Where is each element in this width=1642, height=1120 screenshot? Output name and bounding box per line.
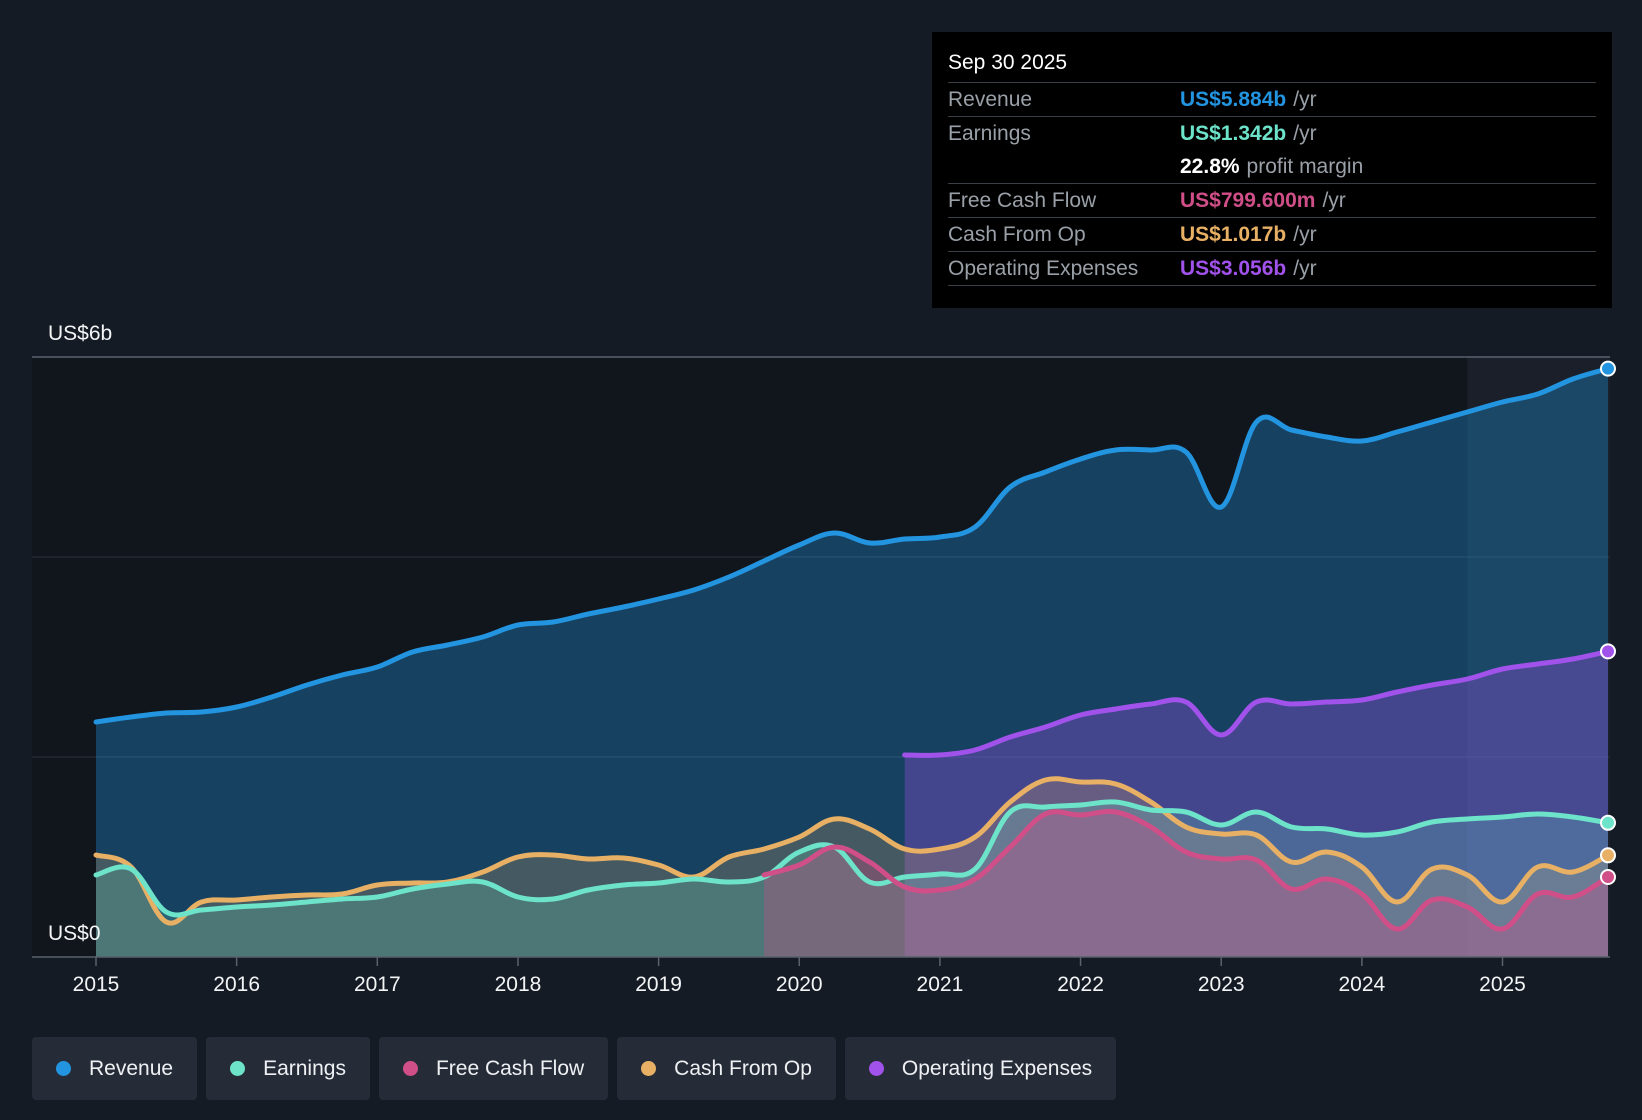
tooltip-row-profit-margin: 22.8% profit margin — [948, 150, 1596, 183]
operating-expenses-line — [902, 648, 1611, 758]
tooltip-unit: /yr — [1293, 87, 1317, 111]
operating-expenses-endpoint — [1600, 643, 1616, 660]
free-cash-flow-dot-icon — [402, 1061, 418, 1076]
tooltip-unit: /yr — [1322, 188, 1346, 212]
tooltip-panel: Sep 30 2025 Revenue US$5.884b /yr Earnin… — [932, 32, 1612, 308]
tooltip-row-operating-expenses: Operating Expenses US$3.056b /yr — [948, 251, 1596, 286]
x-tick-label: 2019 — [635, 973, 682, 996]
tooltip-value: 22.8% — [1180, 154, 1240, 178]
legend-item-cash-from-op[interactable]: Cash From Op — [617, 1037, 836, 1100]
x-tick-label: 2024 — [1339, 973, 1386, 996]
x-tick-label: 2015 — [73, 973, 120, 996]
y-axis-bottom-label: US$0 — [48, 922, 101, 945]
earnings-area — [96, 801, 1608, 957]
tooltip-row-free-cash-flow: Free Cash Flow US$799.600m /yr — [948, 183, 1596, 217]
tooltip-value: US$5.884b — [1180, 87, 1287, 111]
earnings-dot-icon — [230, 1061, 246, 1076]
earnings-line — [93, 799, 1611, 918]
tooltip-label: Operating Expenses — [948, 256, 1139, 280]
tooltip-value: US$799.600m — [1180, 188, 1316, 212]
legend-item-operating-expenses[interactable]: Operating Expenses — [844, 1037, 1117, 1100]
legend-item-free-cash-flow[interactable]: Free Cash Flow — [378, 1037, 609, 1100]
free-cash-flow-line — [761, 808, 1611, 932]
earnings-endpoint — [1600, 814, 1616, 831]
free-cash-flow-endpoint — [1600, 869, 1616, 885]
legend-label: Cash From Op — [674, 1056, 812, 1080]
tooltip-row-cash-from-op: Cash From Op US$1.017b /yr — [948, 217, 1596, 251]
legend-item-revenue[interactable]: Revenue — [32, 1037, 198, 1100]
x-tick-label: 2021 — [917, 973, 964, 996]
tooltip-date: Sep 30 2025 — [948, 51, 1068, 74]
tooltip-value: US$1.342b — [1180, 121, 1287, 145]
legend-label: Free Cash Flow — [435, 1056, 585, 1080]
x-tick-label: 2020 — [776, 973, 823, 996]
x-tick-label: 2017 — [354, 973, 401, 996]
x-tick-label: 2023 — [1198, 973, 1245, 996]
tooltip-row-revenue: Revenue US$5.884b /yr — [948, 82, 1596, 116]
tooltip-label: Earnings — [948, 121, 1031, 145]
tooltip-unit: /yr — [1293, 222, 1317, 246]
tooltip-row-earnings: Earnings US$1.342b /yr — [948, 116, 1596, 150]
revenue-endpoint — [1600, 360, 1616, 377]
legend-label: Earnings — [263, 1056, 346, 1080]
revenue-line — [93, 366, 1611, 725]
free-cash-flow-area — [764, 811, 1608, 957]
cash-from-op-endpoint — [1600, 847, 1616, 864]
tooltip-label: Cash From Op — [948, 222, 1086, 246]
operating-expenses-dot-icon — [868, 1061, 884, 1076]
x-tick-label: 2018 — [495, 973, 542, 996]
operating-expenses-area — [904, 651, 1608, 957]
legend-item-earnings[interactable]: Earnings — [206, 1037, 370, 1100]
tooltip-unit: /yr — [1293, 256, 1317, 280]
cash-from-op-dot-icon — [641, 1061, 657, 1076]
x-tick-label: 2025 — [1479, 973, 1526, 996]
legend-label: Operating Expenses — [901, 1056, 1093, 1080]
legend-label: Revenue — [89, 1056, 174, 1080]
tooltip-label: Revenue — [948, 87, 1033, 111]
cash-from-op-line — [93, 776, 1611, 926]
tooltip-value: US$3.056b — [1180, 256, 1287, 280]
legend: Revenue Earnings Free Cash Flow Cash Fro… — [32, 1037, 1117, 1100]
y-axis-top-label: US$6b — [48, 322, 112, 345]
tooltip-unit: profit margin — [1246, 154, 1364, 178]
x-tick-label: 2022 — [1057, 973, 1104, 996]
revenue-area — [96, 368, 1608, 958]
tooltip-unit: /yr — [1293, 121, 1317, 145]
revenue-dot-icon — [56, 1061, 71, 1076]
x-tick-label: 2016 — [213, 973, 260, 996]
tooltip-label: Free Cash Flow — [948, 188, 1097, 212]
tooltip-value: US$1.017b — [1180, 222, 1287, 246]
